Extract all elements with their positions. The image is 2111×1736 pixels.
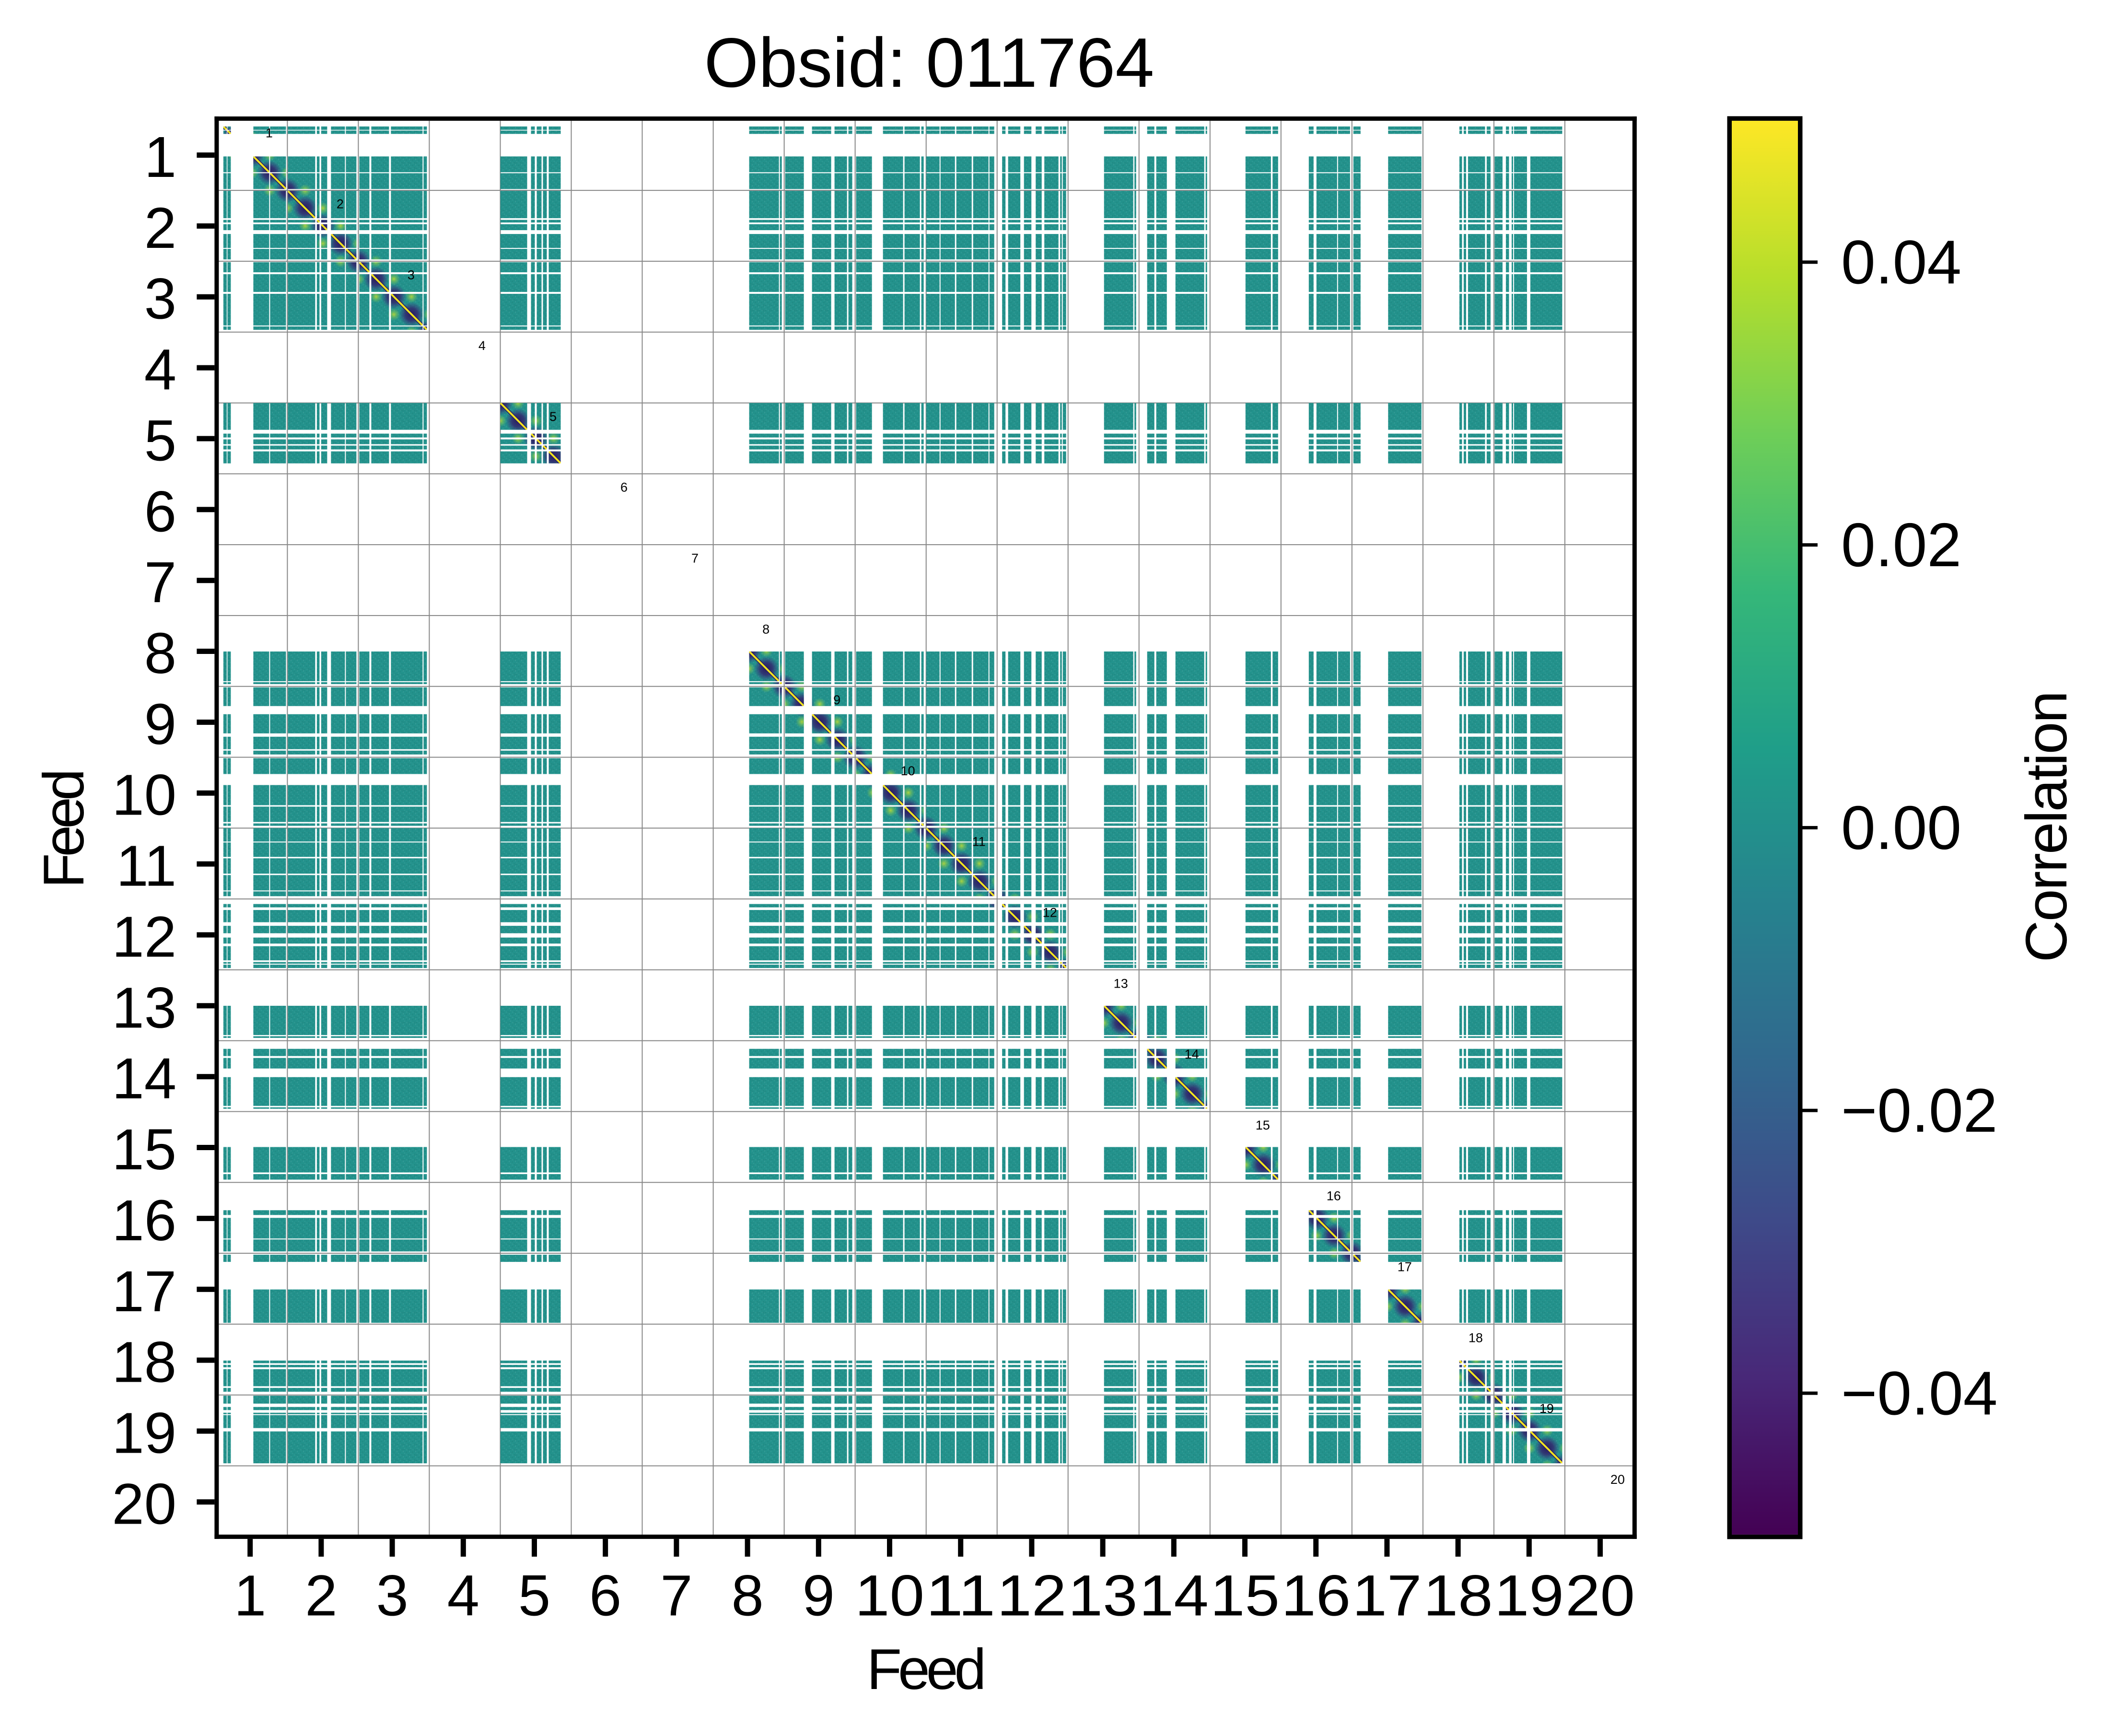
svg-text:19: 19 bbox=[112, 1400, 176, 1466]
svg-text:15: 15 bbox=[1256, 1118, 1270, 1132]
svg-text:12: 12 bbox=[997, 1563, 1066, 1628]
svg-text:7: 7 bbox=[691, 551, 699, 566]
svg-text:4: 4 bbox=[478, 338, 486, 353]
svg-text:4: 4 bbox=[447, 1563, 479, 1628]
svg-text:19: 19 bbox=[1494, 1563, 1564, 1628]
svg-text:15: 15 bbox=[1210, 1563, 1280, 1628]
svg-text:4: 4 bbox=[144, 337, 176, 402]
svg-text:20: 20 bbox=[1565, 1563, 1635, 1628]
svg-text:8: 8 bbox=[144, 620, 176, 686]
svg-text:2: 2 bbox=[337, 197, 344, 211]
svg-text:20: 20 bbox=[1610, 1472, 1625, 1487]
svg-text:2: 2 bbox=[305, 1563, 337, 1628]
svg-text:11: 11 bbox=[926, 1563, 995, 1628]
svg-text:11: 11 bbox=[116, 833, 176, 898]
svg-text:1: 1 bbox=[144, 124, 176, 189]
svg-text:Feed: Feed bbox=[867, 1637, 983, 1701]
svg-text:11: 11 bbox=[972, 835, 986, 849]
svg-text:3: 3 bbox=[144, 266, 176, 331]
svg-text:13: 13 bbox=[1068, 1563, 1138, 1628]
svg-text:10: 10 bbox=[901, 764, 915, 778]
svg-text:9: 9 bbox=[833, 693, 840, 707]
svg-text:13: 13 bbox=[112, 975, 176, 1040]
svg-text:16: 16 bbox=[112, 1188, 176, 1253]
svg-text:8: 8 bbox=[762, 622, 770, 636]
svg-text:5: 5 bbox=[549, 409, 557, 424]
svg-text:Obsid: 011764: Obsid: 011764 bbox=[704, 23, 1155, 102]
svg-text:14: 14 bbox=[112, 1046, 176, 1111]
svg-text:−0.04: −0.04 bbox=[1841, 1359, 1997, 1428]
svg-text:17: 17 bbox=[112, 1258, 176, 1324]
svg-text:18: 18 bbox=[112, 1329, 176, 1395]
svg-text:Correlation: Correlation bbox=[2014, 692, 2079, 963]
svg-text:12: 12 bbox=[1043, 906, 1057, 920]
svg-text:6: 6 bbox=[589, 1563, 621, 1628]
svg-text:8: 8 bbox=[731, 1563, 763, 1628]
svg-text:16: 16 bbox=[1327, 1189, 1341, 1203]
svg-text:17: 17 bbox=[1352, 1563, 1422, 1628]
svg-text:20: 20 bbox=[112, 1471, 176, 1536]
svg-text:3: 3 bbox=[408, 268, 415, 282]
svg-text:18: 18 bbox=[1469, 1330, 1483, 1345]
svg-text:18: 18 bbox=[1423, 1563, 1493, 1628]
svg-text:7: 7 bbox=[144, 549, 176, 615]
svg-text:−0.02: −0.02 bbox=[1841, 1076, 1997, 1145]
svg-text:6: 6 bbox=[144, 478, 176, 544]
svg-text:0.00: 0.00 bbox=[1841, 793, 1961, 862]
svg-text:3: 3 bbox=[376, 1563, 408, 1628]
svg-text:15: 15 bbox=[112, 1117, 176, 1182]
svg-text:9: 9 bbox=[144, 691, 176, 757]
svg-text:1: 1 bbox=[234, 1563, 266, 1628]
svg-text:6: 6 bbox=[620, 480, 628, 495]
svg-text:10: 10 bbox=[855, 1563, 924, 1628]
svg-text:7: 7 bbox=[660, 1563, 692, 1628]
svg-text:Feed: Feed bbox=[32, 772, 96, 888]
svg-text:1: 1 bbox=[266, 126, 273, 140]
svg-text:13: 13 bbox=[1114, 976, 1128, 990]
svg-text:12: 12 bbox=[112, 904, 176, 969]
svg-text:10: 10 bbox=[112, 762, 176, 827]
svg-text:5: 5 bbox=[518, 1563, 550, 1628]
svg-text:0.04: 0.04 bbox=[1841, 228, 1961, 297]
svg-text:19: 19 bbox=[1540, 1401, 1554, 1416]
svg-text:17: 17 bbox=[1398, 1260, 1412, 1274]
svg-text:9: 9 bbox=[803, 1563, 835, 1628]
svg-text:14: 14 bbox=[1185, 1047, 1199, 1061]
svg-text:16: 16 bbox=[1281, 1563, 1351, 1628]
svg-text:0.02: 0.02 bbox=[1841, 511, 1961, 580]
svg-text:5: 5 bbox=[144, 408, 176, 473]
svg-text:2: 2 bbox=[144, 195, 176, 260]
svg-text:14: 14 bbox=[1139, 1563, 1209, 1628]
